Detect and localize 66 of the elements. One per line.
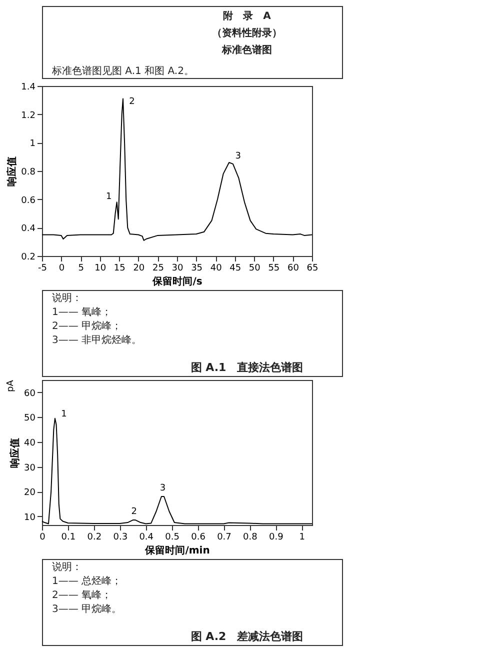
text: 说明： [52, 292, 82, 304]
text: 1—— 氧峰； [52, 306, 112, 318]
y-axis-title: 响应值 [6, 156, 18, 186]
y-tick-label: 20 [24, 488, 36, 498]
text: 图 A.2 差减法色谱图 [190, 630, 304, 643]
annotation: 3 [160, 483, 166, 494]
text: 图 A.1 直接法色谱图 [190, 361, 304, 374]
x-axis-title: 保留时间/s [152, 276, 202, 288]
line-series [42, 98, 312, 241]
x-tick-label: 0.7 [217, 532, 232, 542]
y-tick-label: 1.4 [21, 82, 36, 92]
x-tick-label: 0.3 [113, 532, 128, 542]
x-tick-label: 15 [114, 264, 126, 274]
y-tick-label: 30 [24, 463, 36, 474]
y-tick-label: 0.2 [21, 252, 36, 262]
y-tick-label: 0.6 [21, 196, 36, 206]
x-tick-label: 55 [268, 264, 280, 274]
x-tick-label: 40 [210, 264, 222, 274]
x-axis-title: 保留时间/min [144, 544, 210, 556]
x-tick-label: 0.1 [61, 532, 76, 542]
text: （资料性附录） [212, 27, 282, 39]
annotation: 3 [235, 152, 241, 162]
x-tick-label: 0.6 [191, 532, 206, 542]
text: 2—— 氧峰； [52, 589, 112, 601]
y-tick-label: 0.4 [21, 224, 36, 234]
text: 说明： [52, 561, 82, 573]
y-axis-title: 响应值 [9, 438, 22, 468]
annotation: 2 [129, 96, 135, 107]
x-tick-label: 0 [40, 532, 46, 542]
y-tick-label: 1.2 [21, 110, 36, 121]
x-tick-label: 65 [306, 264, 318, 274]
x-tick-label: 25 [152, 264, 164, 274]
text: 标准色谱图见图 A.1 和图 A.2。 [51, 65, 194, 77]
text: 标准色谱图 [221, 44, 272, 56]
y-tick-label: 40 [24, 438, 36, 448]
text: 附 录 A [223, 10, 272, 22]
x-tick-label: 5 [78, 264, 84, 274]
x-tick-label: 35 [191, 264, 203, 274]
x-tick-label: 60 [287, 264, 300, 274]
annotation: 2 [131, 507, 138, 518]
text: 3—— 甲烷峰。 [52, 603, 122, 615]
y-tick-label: 10 [24, 512, 36, 523]
text: pA [6, 379, 16, 392]
x-tick-label: 0.4 [139, 532, 154, 542]
x-tick-label: 0.2 [87, 532, 102, 542]
line-series [42, 418, 312, 524]
x-tick-label: 0 [58, 264, 65, 274]
text: 3—— 非甲烷烃峰。 [52, 334, 142, 346]
y-tick-label: 0.8 [21, 168, 36, 178]
y-tick-label: 1 [30, 139, 36, 150]
x-tick-label: 20 [133, 264, 145, 274]
annotation: 1 [61, 409, 67, 420]
x-tick-label: 45 [230, 264, 242, 274]
x-tick-label: 50 [248, 264, 261, 274]
x-tick-label: 10 [94, 264, 106, 274]
x-tick-label: -5 [38, 264, 47, 274]
annotation: 1 [106, 192, 112, 202]
y-tick-label: 60 [24, 388, 36, 399]
text: 1—— 总烃峰； [52, 575, 122, 587]
text: 2—— 甲烷峰； [52, 320, 122, 332]
x-tick-label: 0.9 [268, 532, 284, 542]
y-tick-label: 50 [24, 414, 36, 424]
x-tick-label: 0.8 [243, 532, 258, 542]
x-tick-label: 30 [172, 264, 184, 274]
x-tick-label: 1 [299, 532, 305, 542]
x-tick-label: 0.5 [165, 532, 180, 542]
